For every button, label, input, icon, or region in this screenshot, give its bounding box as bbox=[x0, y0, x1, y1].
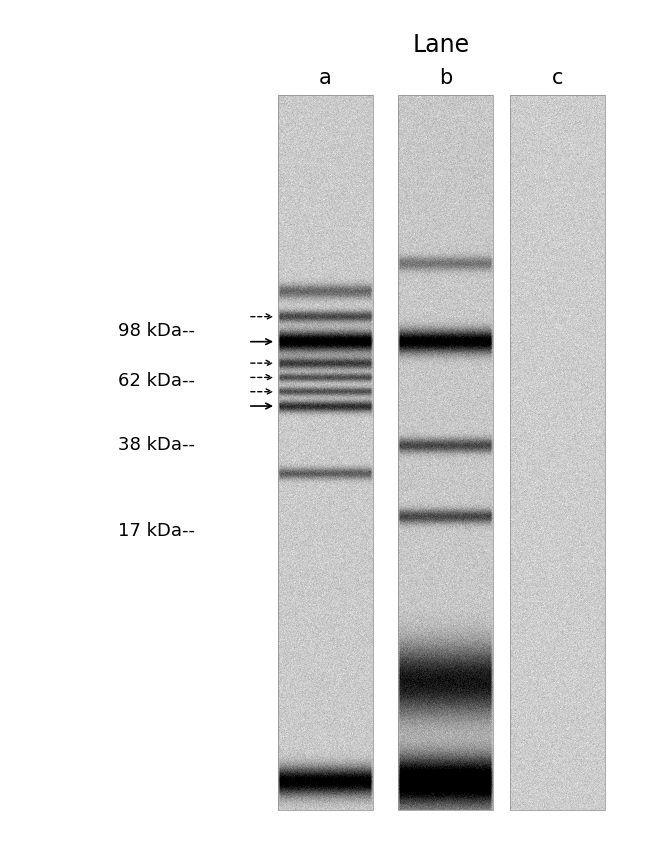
Text: 17 kDa--: 17 kDa-- bbox=[118, 522, 195, 540]
Text: b: b bbox=[439, 68, 452, 88]
Bar bbox=[510, 95, 605, 810]
Text: a: a bbox=[319, 68, 332, 88]
Text: 62 kDa--: 62 kDa-- bbox=[118, 372, 195, 390]
Bar bbox=[398, 95, 493, 810]
Text: c: c bbox=[552, 68, 564, 88]
Bar bbox=[278, 95, 373, 810]
Text: 98 kDa--: 98 kDa-- bbox=[118, 322, 195, 340]
Text: 38 kDa--: 38 kDa-- bbox=[118, 436, 195, 454]
Text: Lane: Lane bbox=[413, 33, 470, 57]
